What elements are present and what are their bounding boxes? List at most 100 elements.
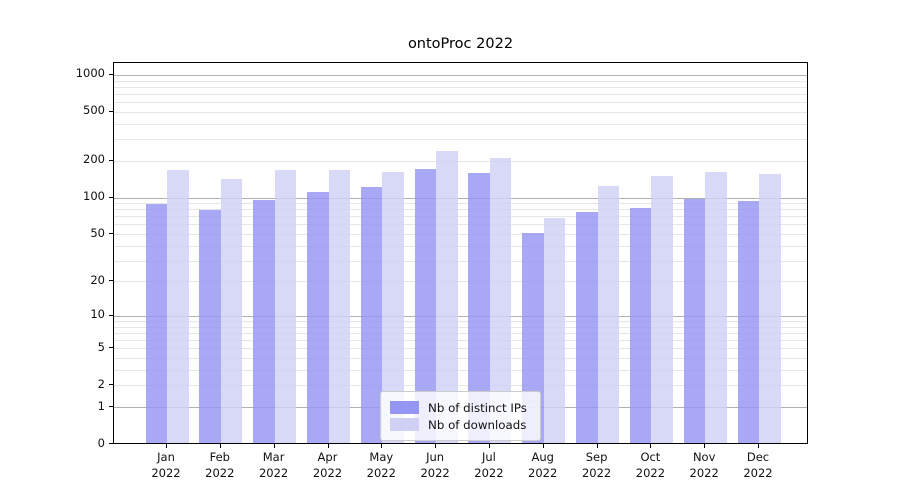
bar-downloads-apr (328, 170, 350, 443)
x-tick-label-aug: Aug 2022 (528, 450, 558, 480)
bar-distinct-ips-may (360, 187, 383, 443)
minor-gridline (114, 281, 807, 283)
x-tick-label-jul: Jul 2022 (474, 450, 504, 480)
y-tick-label-1: 1 (97, 398, 105, 413)
bar-downloads-dec (759, 173, 781, 443)
bar-distinct-ips-sep (576, 211, 598, 443)
bar-downloads-oct (651, 176, 673, 443)
x-tick-label-may: May 2022 (366, 450, 396, 480)
minor-gridline (114, 160, 807, 162)
major-gridline (114, 315, 807, 317)
y-tick-mark (109, 73, 113, 75)
x-tick-label-mar: Mar 2022 (258, 450, 289, 480)
x-tick-mark (435, 444, 437, 448)
minor-gridline (114, 234, 807, 235)
x-tick-mark (542, 444, 544, 448)
legend-item-distinct-ips: Nb of distinct IPs (390, 399, 527, 416)
bar-distinct-ips-aug (522, 233, 544, 443)
x-tick-mark (273, 444, 275, 448)
legend-label-downloads: Nb of downloads (428, 417, 527, 432)
x-tick-mark (219, 444, 221, 448)
bar-distinct-ips-jun (414, 169, 437, 443)
bar-downloads-jul (489, 157, 512, 443)
minor-gridline (114, 111, 807, 113)
minor-gridline (114, 203, 807, 204)
y-tick-mark (109, 196, 113, 198)
minor-gridline (114, 326, 807, 328)
x-tick-mark (650, 444, 652, 448)
bar-downloads-mar (274, 169, 297, 443)
y-tick-label-5: 5 (97, 339, 105, 354)
minor-gridline (114, 139, 807, 141)
major-gridline (114, 197, 807, 199)
minor-gridline (114, 348, 807, 350)
minor-gridline (114, 102, 807, 104)
x-tick-label-dec: Dec 2022 (743, 450, 773, 480)
bar-downloads-jan (167, 169, 189, 443)
bar-distinct-ips-jul (468, 173, 490, 443)
y-tick-label-200: 200 (83, 152, 105, 167)
bar-downloads-feb (220, 179, 243, 443)
bar-distinct-ips-feb (199, 209, 221, 443)
y-tick-mark (109, 233, 113, 234)
bar-downloads-may (382, 172, 404, 443)
x-tick-mark (488, 444, 490, 448)
bar-distinct-ips-oct (629, 208, 652, 443)
minor-gridline (114, 340, 807, 342)
x-tick-mark (596, 444, 598, 448)
y-tick-mark (109, 406, 113, 407)
y-tick-mark (109, 384, 113, 386)
legend: Nb of distinct IPs Nb of downloads (380, 391, 541, 441)
bar-distinct-ips-nov (683, 199, 706, 443)
minor-gridline (114, 209, 807, 211)
x-tick-label-oct: Oct 2022 (635, 450, 666, 480)
bar-downloads-sep (597, 186, 620, 443)
bar-distinct-ips-dec (737, 200, 759, 443)
chart-title: ontoProc 2022 (407, 36, 514, 52)
major-gridline (114, 74, 807, 76)
y-tick-label-2: 2 (97, 376, 105, 391)
x-tick-label-jun: Jun 2022 (420, 450, 450, 480)
minor-gridline (114, 332, 807, 334)
y-tick-mark (109, 347, 113, 349)
x-tick-mark (327, 444, 329, 448)
x-tick-label-apr: Apr 2022 (312, 450, 343, 480)
x-tick-label-sep: Sep 2022 (581, 450, 612, 480)
y-tick-mark (109, 314, 113, 316)
y-tick-label-0: 0 (97, 435, 105, 450)
minor-gridline (114, 369, 807, 371)
x-tick-label-feb: Feb 2022 (205, 450, 235, 480)
minor-gridline (114, 321, 807, 322)
x-tick-mark (381, 444, 383, 448)
y-tick-mark (109, 443, 113, 444)
legend-swatch-downloads (390, 418, 419, 431)
x-tick-label-jan: Jan 2022 (151, 450, 181, 480)
y-tick-label-100: 100 (83, 189, 105, 203)
legend-label-distinct-ips: Nb of distinct IPs (428, 400, 527, 415)
y-tick-mark (109, 110, 113, 112)
x-tick-mark (758, 444, 759, 448)
bar-downloads-jun (436, 150, 458, 443)
y-tick-label-50: 50 (90, 225, 105, 240)
y-tick-mark (109, 159, 113, 161)
bar-distinct-ips-apr (307, 191, 329, 443)
minor-gridline (114, 80, 807, 82)
minor-gridline (114, 385, 807, 387)
minor-gridline (114, 224, 807, 226)
x-tick-mark (704, 444, 706, 448)
legend-swatch-distinct-ips (390, 401, 419, 414)
y-tick-label-20: 20 (90, 272, 105, 287)
minor-gridline (114, 86, 807, 88)
minor-gridline (114, 245, 807, 247)
minor-gridline (114, 260, 807, 262)
bar-downloads-aug (543, 218, 566, 443)
bar-distinct-ips-mar (253, 199, 275, 443)
x-tick-mark (166, 444, 167, 448)
minor-gridline (114, 216, 807, 218)
minor-gridline (114, 358, 807, 359)
minor-gridline (114, 123, 807, 125)
legend-item-downloads: Nb of downloads (390, 416, 527, 433)
bar-downloads-nov (705, 171, 727, 443)
y-tick-label-10: 10 (90, 307, 105, 322)
